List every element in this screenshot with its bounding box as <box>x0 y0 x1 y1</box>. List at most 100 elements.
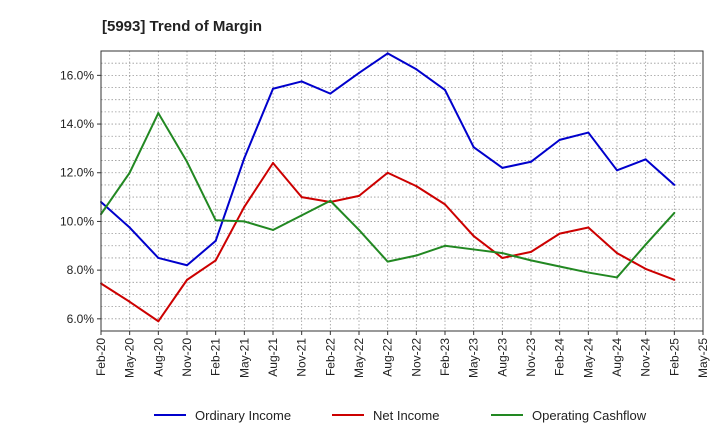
x-tick-label: May-24 <box>581 338 595 378</box>
data-point <box>530 259 532 262</box>
x-tick-label: Nov-20 <box>180 338 194 377</box>
data-point <box>415 254 418 257</box>
data-point <box>214 259 217 262</box>
series-line-1 <box>100 162 675 323</box>
x-tick-label: Feb-22 <box>323 338 337 376</box>
data-point <box>616 169 618 172</box>
data-point <box>558 265 561 268</box>
x-tick-label: Aug-24 <box>610 338 624 377</box>
data-point <box>386 171 389 174</box>
data-point <box>358 228 360 231</box>
grid <box>100 50 704 332</box>
data-point <box>501 166 504 169</box>
x-tick-label: Aug-23 <box>495 338 509 377</box>
x-tick-label: May-22 <box>352 338 366 378</box>
data-point <box>128 171 131 174</box>
data-point <box>472 146 475 149</box>
x-tick-label: Nov-24 <box>639 338 653 377</box>
x-tick-label: Nov-22 <box>409 338 423 377</box>
data-point <box>386 52 389 55</box>
x-tick-label: Nov-21 <box>295 338 309 377</box>
legend: Ordinary Income Net Income Operating Cashf… <box>154 408 647 423</box>
y-tick-label: 16.0% <box>60 68 94 82</box>
x-tick-label: Feb-23 <box>438 338 452 376</box>
data-point <box>530 160 532 163</box>
legend-item-2: Operating Cashflow <box>491 408 647 423</box>
legend-label: Net Income <box>373 408 439 423</box>
x-tick-label: Aug-21 <box>266 338 280 377</box>
x-tick-label: Feb-25 <box>667 338 681 376</box>
data-point <box>243 157 246 160</box>
x-tick-label: Aug-20 <box>151 338 165 377</box>
x-tick-label: Nov-23 <box>524 338 538 377</box>
data-point <box>616 252 618 255</box>
data-point <box>644 243 647 246</box>
data-point <box>186 264 188 267</box>
data-point <box>558 138 561 141</box>
x-tick-label: Feb-21 <box>209 338 223 376</box>
series-1 <box>100 162 676 323</box>
series-2 <box>100 112 676 279</box>
x-tick-label: Feb-24 <box>553 338 567 376</box>
legend-label: Ordinary Income <box>195 408 291 423</box>
data-point <box>186 160 188 163</box>
series-0 <box>100 52 676 267</box>
plot-frame <box>100 50 704 332</box>
data-point <box>616 276 618 279</box>
series-group <box>100 52 676 323</box>
data-point <box>386 260 389 263</box>
data-point <box>214 239 217 242</box>
data-point <box>444 244 446 247</box>
data-point <box>415 185 418 188</box>
data-point <box>358 194 360 197</box>
y-axis: 6.0% 8.0% 10.0% 12.0% 14.0% 16.0% <box>60 68 101 326</box>
data-point <box>501 252 504 255</box>
data-point <box>157 112 160 115</box>
data-point <box>157 256 160 259</box>
data-point <box>444 203 446 206</box>
data-point <box>272 87 274 90</box>
data-point <box>472 248 475 251</box>
legend-label: Operating Cashflow <box>532 408 647 423</box>
y-tick-label: 10.0% <box>60 214 94 228</box>
data-point <box>558 232 561 235</box>
data-point <box>587 131 590 134</box>
data-point <box>214 219 217 222</box>
data-point <box>501 256 504 259</box>
data-point <box>243 205 246 208</box>
data-point <box>329 199 332 202</box>
data-point <box>186 278 188 281</box>
data-point <box>444 88 446 91</box>
data-point <box>300 80 303 83</box>
data-point <box>300 214 303 217</box>
data-point <box>329 92 332 95</box>
data-point <box>673 211 676 214</box>
data-point <box>530 250 532 253</box>
data-point <box>243 220 246 223</box>
data-point <box>587 271 590 274</box>
data-point <box>358 71 360 74</box>
chart-title: [5993] Trend of Margin <box>102 18 262 35</box>
y-tick-label: 12.0% <box>60 166 94 180</box>
data-point <box>415 68 418 71</box>
x-tick-label: Feb-20 <box>94 338 108 376</box>
data-point <box>644 267 647 270</box>
data-point <box>128 226 131 229</box>
y-tick-label: 6.0% <box>67 312 95 326</box>
legend-item-1: Net Income <box>332 408 439 423</box>
data-point <box>272 228 274 231</box>
data-point <box>472 235 475 238</box>
y-tick-label: 8.0% <box>67 263 95 277</box>
x-tick-label: May-25 <box>696 338 710 378</box>
data-point <box>128 300 131 303</box>
x-axis: Feb-20 May-20 Aug-20 Nov-20 Feb-21 May-21 Aug-… <box>94 331 710 378</box>
data-point <box>644 158 647 161</box>
data-point <box>272 162 274 164</box>
data-point <box>673 278 676 281</box>
data-point <box>157 320 160 323</box>
data-point <box>673 183 676 186</box>
x-tick-label: May-20 <box>123 338 137 378</box>
x-tick-label: Aug-22 <box>381 338 395 377</box>
